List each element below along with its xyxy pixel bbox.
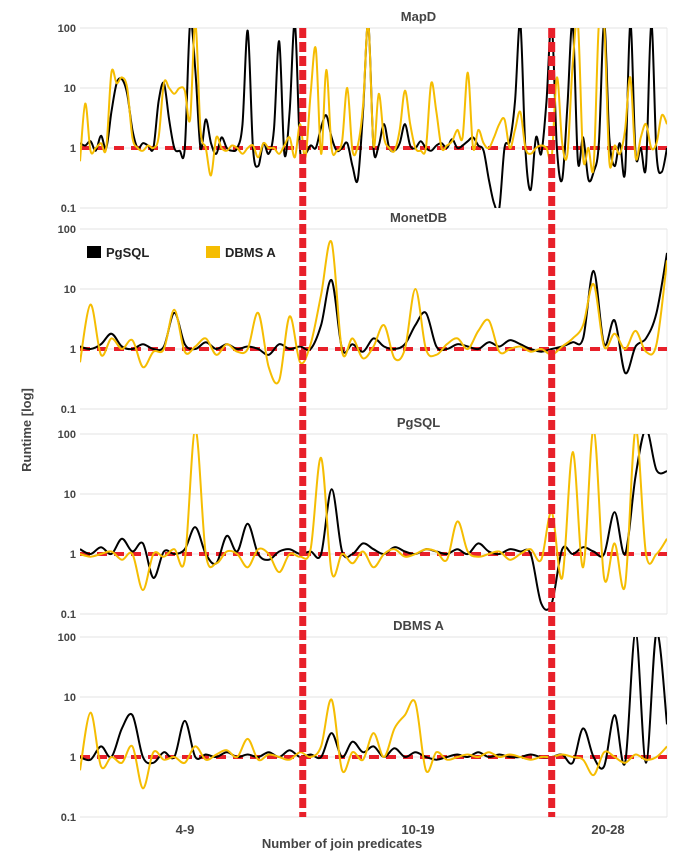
series-line-dbms-a (80, 28, 667, 177)
legend-label-pgsql: PgSQL (106, 245, 149, 260)
panel-dbms-a: 100 10 1 0.1 DBMS A (58, 618, 668, 824)
y-tick-label: 1 (70, 752, 76, 764)
legend-label-dbms-a: DBMS A (225, 245, 276, 260)
series-line-dbms-a (80, 698, 667, 790)
y-tick-label: 1 (70, 344, 76, 356)
series-line-pgsql (80, 637, 667, 770)
series-line-pgsql (80, 434, 667, 611)
x-group-label-20-28: 20-28 (591, 822, 624, 837)
y-tick-label: 100 (58, 224, 76, 236)
series-line-pgsql (80, 252, 667, 375)
y-tick-label: 0.1 (61, 609, 76, 621)
series-line-dbms-a (80, 434, 667, 592)
panel-pgsql: 100 10 1 0.1 PgSQL (58, 415, 668, 621)
x-axis-label: Number of join predicates (262, 836, 422, 851)
legend-swatch-dbms-a (206, 246, 220, 258)
y-tick-label: 10 (64, 83, 76, 95)
y-axis-label: Runtime [log] (19, 388, 34, 472)
y-tick-label: 10 (64, 284, 76, 296)
x-group-label-4-9: 4-9 (176, 822, 195, 837)
panel-title: PgSQL (397, 415, 440, 430)
y-tick-label: 0.1 (61, 404, 76, 416)
y-tick-label: 10 (64, 489, 76, 501)
y-tick-label: 100 (58, 632, 76, 644)
y-tick-label: 1 (70, 143, 76, 155)
panel-title: MapD (401, 9, 436, 24)
legend-swatch-pgsql (87, 246, 101, 258)
y-tick-label: 100 (58, 23, 76, 35)
panel-mapd: 100 10 1 0.1 MapD (58, 9, 668, 215)
legend: PgSQL DBMS A (87, 245, 276, 260)
y-tick-label: 1 (70, 549, 76, 561)
y-tick-label: 10 (64, 692, 76, 704)
x-group-label-10-19: 10-19 (401, 822, 434, 837)
panel-title: MonetDB (390, 210, 447, 225)
y-tick-label: 0.1 (61, 203, 76, 215)
group-boundary-lines (299, 28, 556, 817)
series-line-pgsql (80, 28, 667, 208)
series-line-dbms-a (80, 240, 667, 385)
panel-title: DBMS A (393, 618, 444, 633)
chart-panels: 100 10 1 0.1 MapD 100 10 1 0.1 MonetDB 100 10 1 0.1 Pg… (58, 9, 668, 824)
panel-monetdb: 100 10 1 0.1 MonetDB (58, 210, 668, 416)
y-tick-label: 0.1 (61, 812, 76, 824)
y-tick-label: 100 (58, 429, 76, 441)
